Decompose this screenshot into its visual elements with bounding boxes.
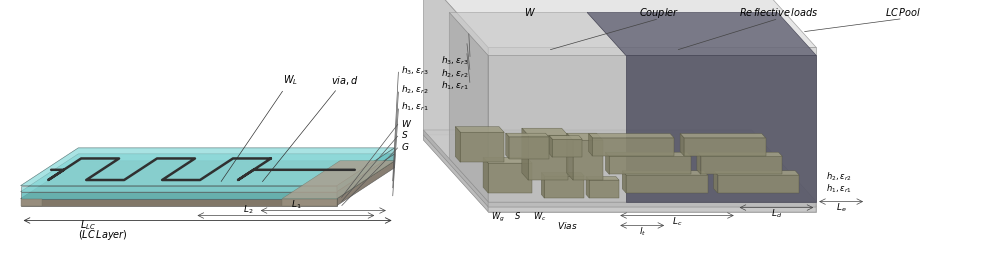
Polygon shape (423, 131, 488, 207)
Polygon shape (21, 148, 394, 186)
Text: $L_d$: $L_d$ (771, 207, 782, 219)
Polygon shape (680, 134, 766, 138)
Polygon shape (684, 138, 766, 156)
Polygon shape (423, 131, 816, 202)
Text: $Re\,flective\,loads$: $Re\,flective\,loads$ (739, 6, 818, 18)
Polygon shape (697, 153, 782, 157)
Polygon shape (589, 134, 593, 156)
Text: $l_t$: $l_t$ (638, 225, 645, 237)
Text: $(LC\,Layer)$: $(LC\,Layer)$ (78, 228, 128, 242)
Text: $L_1$: $L_1$ (291, 198, 301, 210)
Text: $L_{LC}$: $L_{LC}$ (80, 218, 96, 231)
Polygon shape (567, 134, 603, 141)
Polygon shape (626, 56, 816, 202)
Polygon shape (552, 140, 582, 157)
Polygon shape (589, 134, 674, 138)
Text: $S$: $S$ (400, 129, 408, 140)
Polygon shape (714, 171, 718, 193)
Text: $Vias$: $Vias$ (557, 219, 578, 231)
Text: $L_c$: $L_c$ (672, 215, 682, 227)
Polygon shape (21, 161, 394, 199)
Polygon shape (505, 134, 509, 159)
Text: $h_2,\varepsilon_{r2}$: $h_2,\varepsilon_{r2}$ (441, 67, 468, 79)
Text: $W_c$: $W_c$ (533, 210, 546, 222)
Polygon shape (423, 135, 488, 212)
Polygon shape (541, 173, 584, 177)
Polygon shape (282, 199, 337, 206)
Polygon shape (528, 136, 568, 180)
Text: $h_1,\varepsilon_{r1}$: $h_1,\varepsilon_{r1}$ (441, 80, 468, 92)
Polygon shape (21, 192, 337, 199)
Polygon shape (573, 141, 603, 180)
Polygon shape (505, 134, 549, 137)
Polygon shape (489, 164, 532, 193)
Polygon shape (697, 153, 701, 175)
Polygon shape (21, 199, 43, 206)
Polygon shape (461, 133, 504, 163)
Polygon shape (21, 154, 394, 192)
Polygon shape (549, 136, 552, 157)
Polygon shape (522, 129, 528, 180)
Polygon shape (21, 199, 337, 206)
Text: $h_2,\varepsilon_{r2}$: $h_2,\varepsilon_{r2}$ (400, 84, 428, 96)
Polygon shape (606, 153, 610, 175)
Text: $W$: $W$ (400, 117, 412, 128)
Polygon shape (455, 127, 461, 163)
Text: $h_1,\varepsilon_{r1}$: $h_1,\varepsilon_{r1}$ (400, 101, 428, 113)
Polygon shape (449, 13, 488, 202)
Polygon shape (483, 158, 532, 164)
Text: $L_2$: $L_2$ (243, 203, 253, 215)
Polygon shape (610, 157, 691, 175)
Polygon shape (423, 0, 816, 48)
Text: $h_2,\varepsilon_{r2}$: $h_2,\varepsilon_{r2}$ (826, 170, 852, 182)
Text: $h_3,\varepsilon_{r3}$: $h_3,\varepsilon_{r3}$ (400, 64, 428, 76)
Polygon shape (586, 177, 589, 198)
Polygon shape (337, 161, 394, 206)
Polygon shape (337, 148, 394, 192)
Text: $LC\,Pool$: $LC\,Pool$ (885, 6, 921, 18)
Text: $h_3,\varepsilon_{r3}$: $h_3,\varepsilon_{r3}$ (441, 54, 468, 66)
Polygon shape (449, 13, 626, 56)
Polygon shape (593, 138, 674, 156)
Polygon shape (488, 56, 626, 202)
Polygon shape (483, 158, 489, 193)
Text: $S$: $S$ (514, 210, 521, 221)
Polygon shape (589, 180, 619, 198)
Text: $G$: $G$ (400, 141, 409, 152)
Polygon shape (541, 173, 544, 198)
Polygon shape (623, 171, 627, 193)
Polygon shape (606, 153, 691, 157)
Polygon shape (337, 154, 394, 199)
Polygon shape (488, 202, 816, 207)
Text: $via,d$: $via,d$ (262, 73, 358, 182)
Polygon shape (549, 136, 582, 140)
Polygon shape (544, 177, 584, 198)
Polygon shape (627, 176, 708, 193)
Polygon shape (282, 161, 394, 199)
Polygon shape (587, 13, 816, 56)
Polygon shape (21, 148, 394, 186)
Text: $h_1,\varepsilon_{r1}$: $h_1,\varepsilon_{r1}$ (826, 182, 852, 194)
Polygon shape (21, 186, 337, 192)
Polygon shape (586, 177, 619, 180)
Polygon shape (423, 135, 816, 207)
Polygon shape (567, 134, 573, 180)
Polygon shape (509, 137, 549, 159)
Text: $W_L$: $W_L$ (221, 73, 298, 182)
Polygon shape (488, 48, 816, 212)
Polygon shape (701, 157, 782, 175)
Text: $W_g$: $W_g$ (492, 210, 504, 223)
Polygon shape (488, 207, 816, 212)
Polygon shape (714, 171, 799, 176)
Polygon shape (718, 176, 799, 193)
Polygon shape (455, 127, 504, 133)
Text: $L_e$: $L_e$ (836, 201, 846, 213)
Text: $Coupler$: $Coupler$ (638, 6, 679, 20)
Text: $W$: $W$ (524, 6, 536, 18)
Polygon shape (623, 171, 708, 176)
Polygon shape (423, 0, 488, 212)
Polygon shape (522, 129, 568, 136)
Polygon shape (680, 134, 684, 156)
